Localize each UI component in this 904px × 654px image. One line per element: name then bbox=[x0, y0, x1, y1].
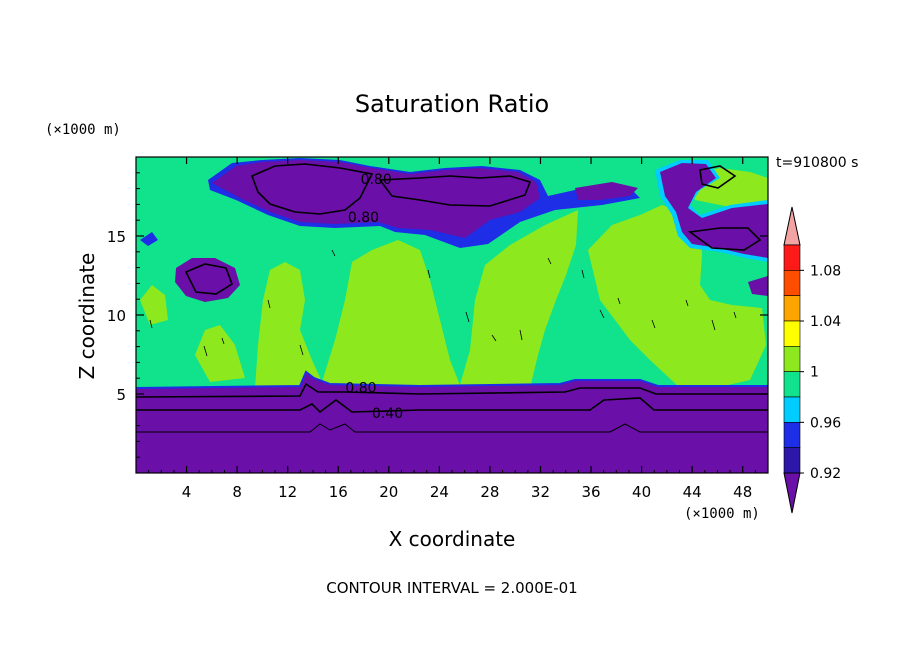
contour-lower-020 bbox=[136, 423, 768, 433]
saturated-region-left-small bbox=[140, 285, 168, 325]
contour-lower-040 bbox=[136, 397, 768, 414]
x-tick-label: 24 bbox=[430, 483, 449, 501]
colorbar-segment bbox=[783, 320, 801, 347]
contour-upper-ring bbox=[250, 163, 374, 215]
saturated-region-upper-right bbox=[588, 205, 766, 388]
colorbar-top-arrow bbox=[783, 206, 801, 246]
dry-region-upper-left bbox=[212, 160, 540, 238]
y-tick-label: 10 bbox=[107, 307, 126, 325]
contour-speckle bbox=[149, 249, 737, 357]
x-tick-label: 20 bbox=[379, 483, 398, 501]
colorbar-segment bbox=[783, 396, 801, 423]
colorbar-segment bbox=[783, 244, 801, 271]
x-axis-label: X coordinate bbox=[389, 527, 516, 551]
x-tick-label: 16 bbox=[329, 483, 348, 501]
x-unit-label: (×1000 m) bbox=[684, 506, 760, 522]
x-tick-label: 48 bbox=[733, 483, 752, 501]
x-tick-label: 32 bbox=[531, 483, 550, 501]
y-unit-label: (×1000 m) bbox=[45, 122, 121, 138]
contour-right-blob bbox=[687, 227, 762, 251]
x-tick-label: 12 bbox=[278, 483, 297, 501]
x-tick-label: 4 bbox=[182, 483, 192, 501]
colorbar-segment bbox=[783, 295, 801, 322]
colorbar-tick-label: 1 bbox=[810, 365, 819, 381]
contour-label: 0.80 bbox=[361, 172, 392, 188]
x-tick-label: 8 bbox=[232, 483, 242, 501]
y-tick-label: 15 bbox=[107, 228, 126, 246]
contour-label: 0.80 bbox=[345, 381, 376, 397]
x-axis: 4 8 12 16 20 24 28 32 36 40 44 48 bbox=[148, 157, 756, 501]
contour-lower-080 bbox=[136, 382, 768, 398]
contour-interval-footer: CONTOUR INTERVAL = 2.000E-01 bbox=[326, 579, 577, 597]
contour-left-blob bbox=[184, 263, 233, 295]
saturated-region-left bbox=[195, 325, 245, 382]
y-axis-label: Z coordinate bbox=[75, 253, 99, 380]
contour-label: 0.80 bbox=[348, 210, 379, 226]
saturated-region-central bbox=[255, 210, 578, 388]
contour-label: 0.40 bbox=[372, 406, 403, 422]
colorbar: 1.08 1.04 1 0.96 0.92 bbox=[783, 206, 841, 514]
dry-streak-left bbox=[140, 232, 158, 246]
colorbar-tick-label: 1.08 bbox=[810, 263, 841, 279]
contour-lines bbox=[136, 163, 768, 433]
contour-labels: 0.80 0.80 0.80 0.40 bbox=[345, 172, 403, 422]
contour-speckles bbox=[149, 249, 737, 357]
x-tick-label: 36 bbox=[581, 483, 600, 501]
colorbar-tick-label: 0.96 bbox=[810, 415, 841, 431]
contour-right-top bbox=[699, 165, 737, 189]
y-axis: 5 10 15 bbox=[107, 172, 768, 458]
chart-title: Saturation Ratio bbox=[355, 90, 549, 118]
y-tick-label: 5 bbox=[116, 386, 126, 404]
colorbar-bottom-arrow bbox=[783, 472, 801, 514]
x-tick-label: 40 bbox=[632, 483, 651, 501]
dry-layer-lower bbox=[136, 372, 768, 473]
x-tick-label: 28 bbox=[480, 483, 499, 501]
colorbar-segment bbox=[783, 270, 801, 296]
colorbar-tick-label: 1.04 bbox=[810, 314, 841, 330]
dry-region-right-edge bbox=[748, 276, 768, 296]
colorbar-segment bbox=[783, 422, 801, 448]
x-tick-label: 44 bbox=[683, 483, 702, 501]
dry-layer-edge bbox=[136, 370, 768, 389]
contour-upper-band bbox=[378, 175, 532, 207]
colorbar-tick-label: 0.92 bbox=[810, 466, 841, 482]
time-label: t=910800 s bbox=[776, 155, 858, 171]
colorbar-segment bbox=[783, 371, 801, 398]
colorbar-segment bbox=[783, 447, 801, 474]
colorbar-segment bbox=[783, 346, 801, 372]
dry-band-top-right bbox=[575, 182, 638, 200]
dry-region-upper-right bbox=[660, 163, 768, 258]
plot-area bbox=[136, 157, 768, 473]
